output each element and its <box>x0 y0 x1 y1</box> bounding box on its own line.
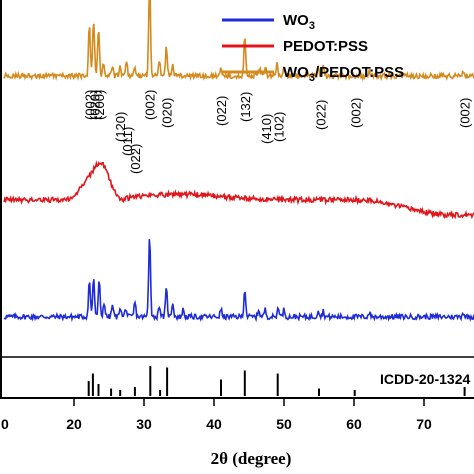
legend-entry: PEDOT:PSS <box>283 38 368 55</box>
peak-label: (022) <box>128 144 143 174</box>
series-line <box>3 0 474 82</box>
peak-label: (022) <box>214 96 229 126</box>
peak-label: (020) <box>159 98 174 128</box>
reference-label: ICDD-20-1324 <box>380 371 470 387</box>
peak-label: (120) <box>113 112 128 142</box>
peak-label: (102) <box>271 112 286 142</box>
x-tick-label: 50 <box>276 416 292 432</box>
peak-label: (410) <box>259 114 274 144</box>
x-tick-label: 70 <box>416 416 432 432</box>
x-tick-label: 60 <box>346 416 362 432</box>
peak-label: (002) <box>458 98 473 128</box>
peak-label: (011) <box>120 127 135 156</box>
peak-label: (020) <box>87 90 102 120</box>
peak-label: (022) <box>313 100 328 130</box>
legend-entry: WO3/PEDOT:PSS <box>283 64 404 84</box>
x-tick-label: 30 <box>136 416 152 432</box>
peak-label: (002) <box>348 98 363 128</box>
legend: WO3 PEDOT:PSS WO3/PEDOT:PSS <box>222 12 404 84</box>
peak-label: (002) <box>82 90 97 120</box>
legend-entry: WO3 <box>283 12 315 32</box>
peak-label: (132) <box>238 92 253 122</box>
spectra-layer <box>3 0 474 323</box>
axis-edge-label: 0 <box>1 416 9 432</box>
x-ticks: 20 30 40 50 60 70 <box>66 398 432 432</box>
peak-label: (002) <box>143 90 158 120</box>
x-tick-label: 40 <box>206 416 222 432</box>
x-axis-label: 2θ (degree) <box>211 449 292 468</box>
reference-bars <box>87 366 466 396</box>
series-line <box>3 160 474 220</box>
peak-annotations: (002)(020)(200)(120)(011)(022)(002) (020)… <box>82 90 472 174</box>
x-tick-label: 20 <box>66 416 82 432</box>
series-line <box>3 239 474 323</box>
peak-label: (200) <box>92 90 107 120</box>
